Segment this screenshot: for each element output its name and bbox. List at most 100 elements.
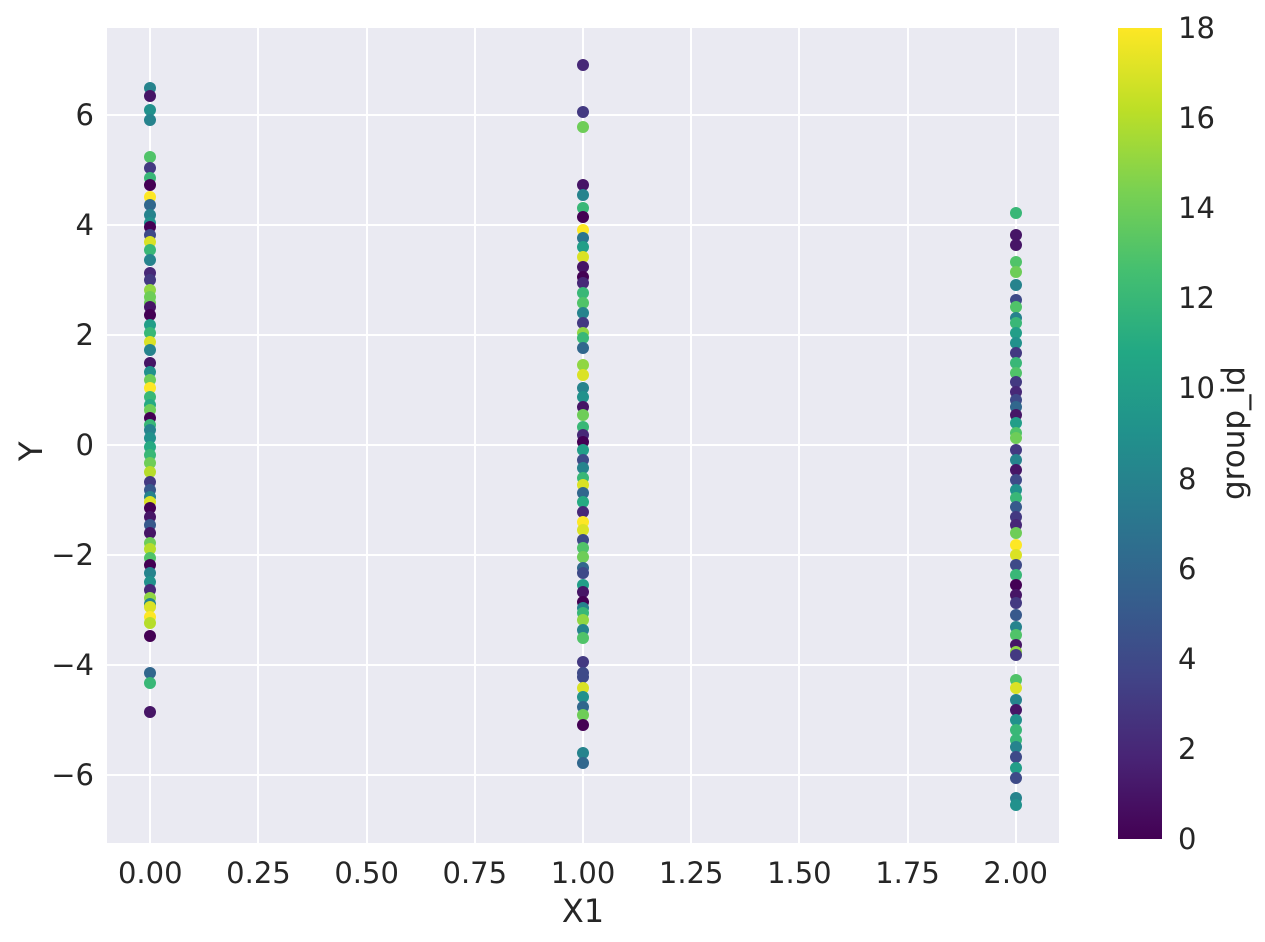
x-tick-label: 1.00 (550, 856, 616, 890)
scatter-point (1009, 761, 1022, 774)
scatter-point (577, 656, 589, 669)
scatter-point (144, 273, 157, 286)
scatter-point (144, 465, 157, 478)
scatter-point (1009, 443, 1022, 456)
scatter-point (577, 306, 589, 319)
scatter-point (1009, 596, 1022, 609)
y-tick-label: −2 (51, 537, 94, 572)
scatter-point (144, 161, 157, 174)
scatter-point (144, 667, 157, 680)
scatter-point (144, 343, 157, 356)
scatter-point (577, 566, 589, 579)
scatter-point (577, 106, 589, 119)
scatter-point (577, 331, 589, 344)
scatter-point (1009, 608, 1022, 621)
scatter-point (1009, 568, 1022, 581)
scatter-point (144, 601, 157, 614)
scatter-point (1009, 326, 1022, 339)
colorbar-tick-label: 6 (1178, 551, 1197, 586)
scatter-point (577, 188, 589, 201)
scatter-point (1009, 337, 1022, 350)
gridline-vertical (798, 28, 801, 843)
scatter-point (577, 260, 589, 273)
scatter-point (577, 381, 589, 394)
scatter-point (1009, 713, 1022, 726)
y-tick-label: 2 (75, 317, 94, 352)
scatter-point (1009, 255, 1022, 268)
scatter-point (144, 705, 157, 718)
scatter-point (1009, 538, 1022, 551)
scatter-point (144, 526, 157, 539)
scatter-point (577, 461, 589, 474)
x-tick-label: 2.00 (983, 856, 1048, 890)
scatter-point (577, 58, 589, 71)
scatter-point (1009, 278, 1022, 291)
scatter-point (577, 342, 589, 355)
scatter-point (144, 630, 157, 643)
scatter-point (577, 240, 589, 253)
scatter-point (577, 443, 589, 456)
scatter-point (1009, 474, 1022, 487)
scatter-point (1009, 681, 1022, 694)
colorbar-tick-label: 2 (1178, 731, 1197, 766)
scatter-point (577, 496, 589, 509)
scatter-point (144, 113, 157, 126)
y-axis-label: Y (12, 441, 50, 461)
scatter-point (577, 296, 589, 309)
scatter-point (144, 326, 157, 339)
scatter-point (1009, 265, 1022, 278)
scatter-point (144, 150, 157, 163)
scatter-point (1009, 491, 1022, 504)
scatter-point (1009, 238, 1022, 251)
scatter-point (1009, 316, 1022, 329)
scatter-point (144, 89, 157, 102)
gridline-vertical (257, 28, 260, 843)
scatter-point (577, 120, 589, 133)
scatter-point (577, 756, 589, 769)
scatter-point (577, 613, 589, 626)
y-tick-label: −4 (51, 647, 94, 682)
colorbar-tick-label: 4 (1178, 641, 1197, 676)
colorbar (1118, 28, 1162, 839)
scatter-point (1009, 453, 1022, 466)
scatter-point (577, 287, 589, 300)
scatter-point (1009, 526, 1022, 539)
colorbar-tick-label: 8 (1178, 461, 1197, 496)
scatter-point (577, 276, 589, 289)
gridline-vertical (690, 28, 693, 843)
scatter-point (1009, 206, 1022, 219)
scatter-point (577, 718, 589, 731)
gridline-vertical (473, 28, 476, 843)
scatter-point (1009, 500, 1022, 513)
colorbar-tick-label: 10 (1178, 371, 1215, 406)
scatter-point (1009, 579, 1022, 592)
scatter-point (1009, 463, 1022, 476)
colorbar-tick-label: 18 (1178, 11, 1215, 45)
colorbar-label: group_id (1216, 366, 1252, 501)
scatter-point (1009, 750, 1022, 763)
x-tick-label: 0.75 (442, 856, 508, 890)
scatter-point (577, 585, 589, 598)
x-tick-label: 0.00 (117, 856, 183, 890)
plot-area (107, 28, 1059, 843)
scatter-point (1009, 431, 1022, 444)
scatter-point (144, 103, 157, 116)
scatter-point (577, 505, 589, 518)
scatter-point (577, 631, 589, 644)
scatter-point (1009, 694, 1022, 707)
scatter-point (1009, 628, 1022, 641)
x-tick-label: 1.50 (767, 856, 832, 890)
scatter-point (144, 309, 157, 322)
colorbar-tick-label: 12 (1178, 281, 1215, 316)
scatter-point (144, 617, 157, 630)
gridline-vertical (906, 28, 909, 843)
x-tick-label: 0.50 (334, 856, 399, 890)
scatter-point (577, 746, 589, 759)
x-axis-label: X1 (561, 892, 605, 930)
scatter-point (144, 243, 157, 256)
colorbar-tick-label: 16 (1178, 101, 1215, 136)
y-tick-label: 0 (75, 427, 94, 462)
scatter-point (1009, 356, 1022, 369)
scatter-point (577, 524, 589, 537)
scatter-point (577, 391, 589, 403)
